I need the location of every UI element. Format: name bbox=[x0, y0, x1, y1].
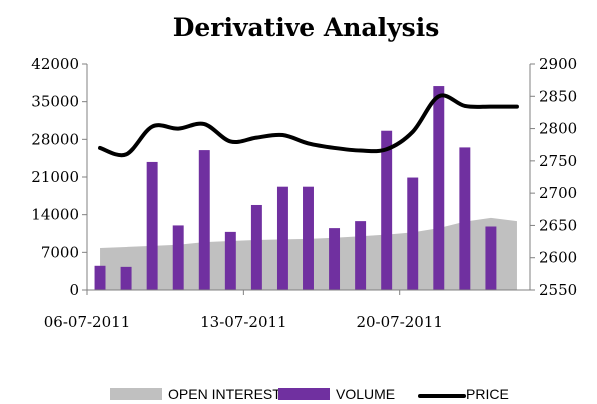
legend-swatch-open-interest bbox=[110, 388, 162, 400]
volume-bar bbox=[172, 225, 184, 290]
legend-label-open-interest: OPEN INTEREST bbox=[168, 386, 281, 402]
volume-bar bbox=[276, 186, 288, 290]
volume-bar bbox=[407, 177, 419, 290]
volume-bar bbox=[94, 265, 106, 290]
volume-bar bbox=[198, 150, 210, 290]
y-left-tick-label: 42000 bbox=[31, 55, 79, 73]
volume-bar bbox=[433, 86, 445, 290]
y-left-tick-label: 0 bbox=[69, 281, 79, 299]
volume-bar bbox=[303, 186, 314, 290]
legend-label-volume: VOLUME bbox=[336, 386, 395, 402]
volume-bar bbox=[146, 161, 158, 290]
legend-swatch-volume bbox=[278, 388, 330, 400]
volume-bar bbox=[459, 147, 471, 290]
legend-label-price: PRICE bbox=[466, 386, 509, 402]
x-tick-label: 20-07-2011 bbox=[356, 313, 442, 331]
y-right-tick-label: 2650 bbox=[539, 216, 577, 234]
volume-bar bbox=[485, 226, 497, 290]
y-right-tick-label: 2900 bbox=[539, 55, 577, 73]
y-left-tick-label: 7000 bbox=[41, 243, 79, 261]
y-left-tick-label: 35000 bbox=[31, 93, 79, 111]
y-right-tick-label: 2550 bbox=[539, 281, 577, 299]
price-line bbox=[98, 93, 519, 158]
plot-area: 0 7000 14000 21000 28000 35000 42000 2550 2600 26… bbox=[31, 55, 577, 331]
y-left-tick-label: 28000 bbox=[31, 130, 79, 148]
volume-bar bbox=[250, 204, 262, 290]
volume-bar bbox=[224, 231, 236, 290]
y-right-tick-label: 2700 bbox=[539, 184, 577, 202]
y-left-tick-label: 21000 bbox=[31, 168, 79, 186]
chart-title: Derivative Analysis bbox=[173, 13, 440, 42]
y-right-tick-label: 2600 bbox=[539, 249, 577, 267]
x-tick-label: 13-07-2011 bbox=[200, 313, 286, 331]
volume-bar bbox=[381, 130, 393, 290]
legend: OPEN INTEREST VOLUME PRICE bbox=[110, 386, 509, 402]
y-right-tick-label: 2750 bbox=[539, 152, 577, 170]
volume-bar bbox=[355, 221, 367, 290]
volume-bar bbox=[120, 266, 132, 290]
y-right-tick-label: 2850 bbox=[539, 87, 577, 105]
y-left-tick-label: 14000 bbox=[31, 206, 79, 224]
y-right-tick-label: 2800 bbox=[539, 120, 577, 138]
volume-bar bbox=[329, 228, 341, 290]
x-tick-label: 06-07-2011 bbox=[44, 313, 130, 331]
